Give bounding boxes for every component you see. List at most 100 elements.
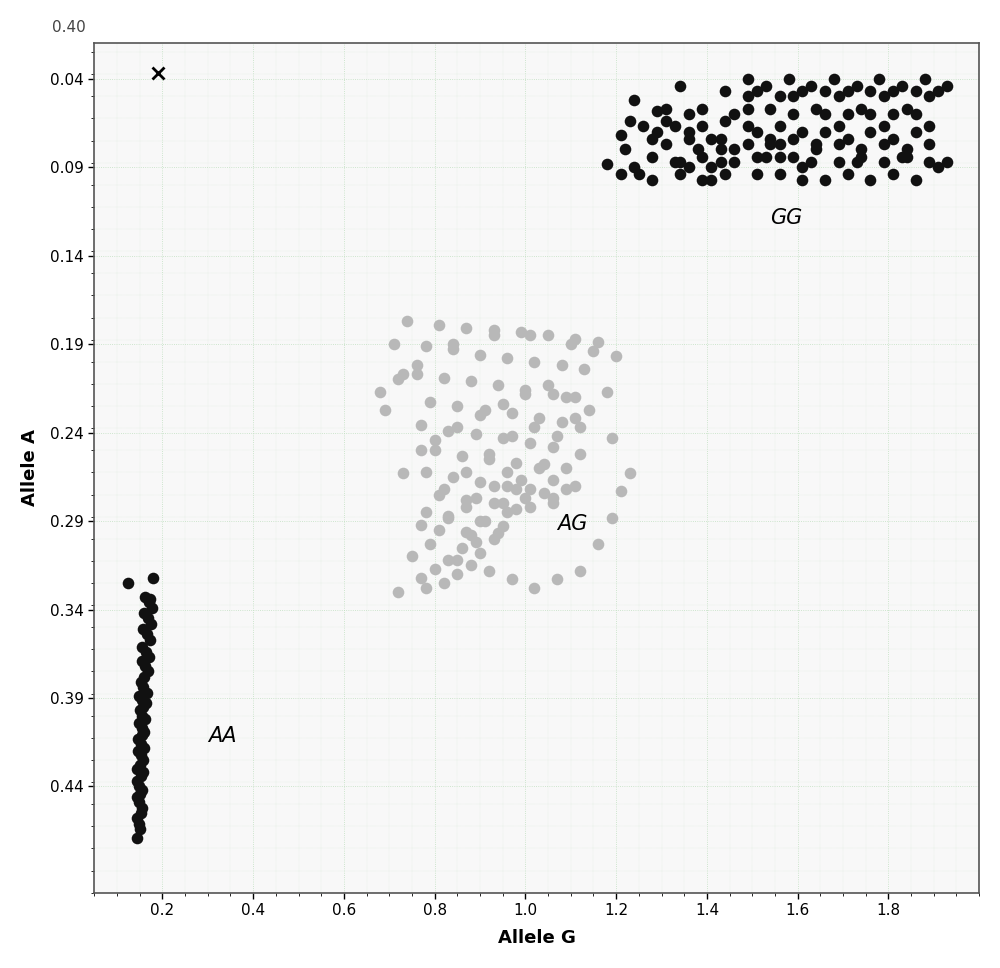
Point: [585, 344, 601, 359]
Point: [427, 442, 443, 458]
Point: [772, 136, 788, 152]
Point: [681, 124, 697, 139]
Point: [140, 664, 156, 680]
Point: [840, 83, 856, 99]
Point: [817, 83, 833, 99]
Point: [581, 402, 597, 417]
Point: [908, 106, 924, 122]
Point: [567, 389, 583, 405]
Point: [894, 149, 910, 165]
Point: [431, 317, 447, 332]
Point: [785, 106, 801, 122]
Point: [567, 478, 583, 494]
Point: [785, 131, 801, 146]
Point: [876, 136, 892, 152]
Point: [120, 575, 136, 590]
Point: [831, 136, 847, 152]
Point: [409, 367, 425, 382]
Point: [390, 372, 406, 387]
Point: [399, 314, 415, 329]
Point: [617, 141, 633, 157]
Point: [876, 154, 892, 169]
Point: [563, 336, 579, 351]
Point: [876, 119, 892, 135]
Point: [862, 83, 878, 99]
Point: [703, 160, 719, 175]
Point: [667, 154, 683, 169]
Point: [644, 131, 660, 146]
Point: [871, 71, 887, 86]
Point: [572, 562, 588, 578]
Point: [853, 141, 869, 157]
Point: [129, 761, 145, 776]
Point: [808, 141, 824, 157]
Point: [139, 626, 155, 642]
Point: [694, 119, 710, 135]
Point: [141, 650, 157, 665]
Point: [131, 688, 147, 704]
Point: [144, 600, 160, 616]
Point: [490, 526, 506, 541]
Point: [422, 395, 438, 410]
Point: [930, 160, 946, 175]
Point: [495, 430, 511, 445]
Point: [449, 552, 465, 567]
Point: [772, 119, 788, 135]
Point: [486, 322, 502, 338]
Point: [862, 124, 878, 139]
Point: [445, 469, 461, 485]
Point: [622, 466, 638, 481]
Point: [713, 154, 729, 169]
Point: [136, 740, 152, 755]
Point: [713, 131, 729, 146]
Point: [413, 442, 429, 458]
Point: [908, 171, 924, 187]
Point: [762, 101, 778, 116]
Point: [504, 406, 520, 421]
Point: [436, 370, 452, 385]
Point: [549, 572, 565, 588]
Point: [513, 472, 529, 488]
Point: [486, 478, 502, 494]
Point: [409, 357, 425, 373]
Point: [635, 119, 651, 135]
Point: [713, 141, 729, 157]
Point: [504, 572, 520, 588]
Point: [817, 124, 833, 139]
Point: [431, 522, 447, 537]
Point: [599, 156, 615, 171]
Point: [921, 154, 937, 169]
Point: [490, 378, 506, 393]
Point: [644, 149, 660, 165]
Point: [794, 171, 810, 187]
Point: [440, 552, 456, 567]
Point: [499, 350, 515, 366]
Point: [499, 478, 515, 494]
Point: [930, 83, 946, 99]
Point: [803, 78, 819, 94]
Text: 0.40: 0.40: [52, 19, 86, 35]
Point: [133, 675, 149, 690]
Point: [468, 427, 484, 442]
Point: [749, 83, 765, 99]
Point: [495, 397, 511, 412]
Point: [137, 658, 153, 674]
Point: [132, 821, 148, 836]
Point: [517, 386, 533, 402]
Point: [504, 429, 520, 444]
Point: [131, 715, 147, 731]
Point: [876, 89, 892, 105]
Point: [377, 402, 393, 417]
Point: [672, 166, 688, 182]
Point: [495, 519, 511, 534]
Point: [590, 536, 606, 552]
Point: [899, 149, 915, 165]
Text: GG: GG: [770, 208, 803, 227]
Point: [939, 78, 955, 94]
Point: [531, 410, 547, 426]
Point: [440, 508, 456, 524]
Point: [132, 786, 148, 802]
Point: [554, 414, 570, 430]
Point: [613, 483, 629, 499]
Point: [440, 510, 456, 526]
